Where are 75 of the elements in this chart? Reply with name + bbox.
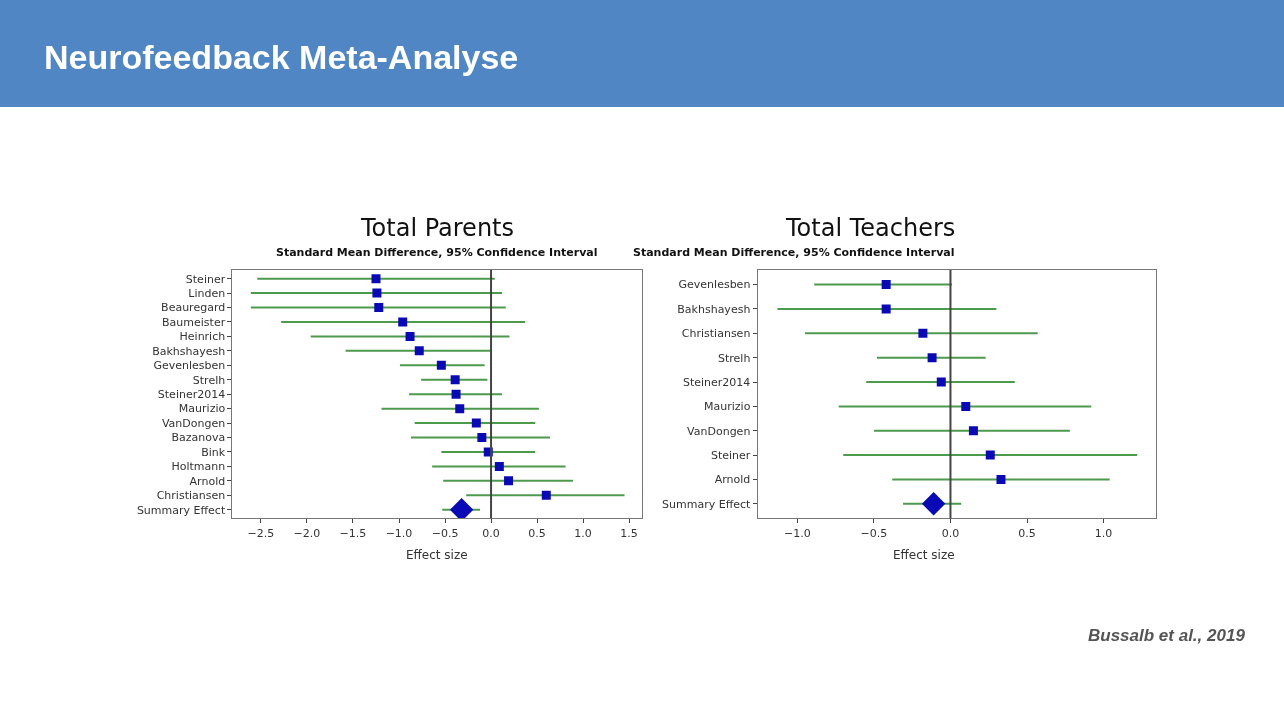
point	[927, 353, 937, 363]
x-tick-label: 1.5	[620, 526, 638, 540]
y-tick-label: Bink	[201, 445, 226, 459]
point	[936, 377, 946, 387]
y-tick-label: Steiner2014	[682, 375, 751, 389]
x-axis-title: Effect size	[406, 548, 468, 562]
x-axis-title: Effect size	[893, 548, 955, 562]
text: Bussalb et al., 2019	[1088, 626, 1246, 645]
x-tick-label: −0.5	[860, 526, 888, 540]
point	[451, 389, 461, 399]
x-tick-label: −2.5	[247, 526, 275, 540]
point	[918, 328, 928, 338]
y-tick-label: Arnold	[189, 474, 226, 488]
point	[471, 418, 481, 428]
x-tick-label: 0.0	[482, 526, 500, 540]
point	[436, 360, 446, 370]
y-tick-label: Gevenlesben	[678, 278, 751, 292]
y-tick-label: VanDongen	[687, 424, 751, 438]
x-tick-label: −1.5	[339, 526, 367, 540]
y-tick-label: Heinrich	[179, 330, 226, 344]
text: Neurofeedback Meta-Analyse	[44, 38, 519, 76]
point	[494, 461, 504, 471]
x-tick-label: −0.5	[431, 526, 459, 540]
point	[985, 450, 995, 460]
x-tick-label: 0.5	[528, 526, 546, 540]
point	[477, 433, 487, 443]
y-tick-label: Christiansen	[156, 489, 226, 503]
y-tick-label: Maurizio	[178, 402, 226, 416]
chart-title: Total Parents	[360, 214, 515, 242]
y-tick-label: Steiner2014	[157, 388, 226, 402]
y-tick-label: Bazanova	[171, 431, 226, 445]
point	[881, 280, 891, 290]
point	[541, 490, 551, 500]
y-tick-label: Bakhshayesh	[152, 344, 226, 358]
point	[371, 274, 381, 284]
x-tick-label: −1.0	[385, 526, 413, 540]
chart-subtitle: Standard Mean Difference, 95% Confidence Interval	[633, 246, 955, 259]
y-tick-label: Steiner	[185, 272, 226, 286]
y-tick-label: Strelh	[717, 351, 751, 365]
point	[450, 375, 460, 385]
point	[961, 401, 971, 411]
x-tick-label: −2.0	[293, 526, 321, 540]
y-tick-label: Arnold	[714, 473, 751, 487]
y-tick-label: Maurizio	[704, 400, 751, 414]
y-tick-label: Beauregard	[161, 301, 226, 315]
x-tick-label: 0.0	[941, 526, 960, 540]
point	[921, 492, 946, 516]
y-tick-label: VanDongen	[161, 416, 226, 430]
x-tick-label: 1.0	[1094, 526, 1113, 540]
point	[449, 498, 474, 519]
x-tick-label: 1.0	[574, 526, 592, 540]
y-tick-label: Holtmann	[171, 460, 226, 474]
y-tick-label: Bakhshayesh	[677, 302, 751, 316]
point	[996, 474, 1006, 484]
y-tick-label: Christiansen	[681, 327, 751, 341]
point	[374, 303, 384, 313]
point	[414, 346, 424, 356]
y-tick-label: Gevenlesben	[153, 359, 226, 373]
x-tick-label: −1.0	[784, 526, 811, 540]
y-tick-label: Baumeister	[162, 315, 226, 329]
chart-title: Total Teachers	[785, 214, 956, 242]
chart-subtitle: Standard Mean Difference, 95% Confidence Interval	[276, 246, 598, 259]
y-tick-label: Summary Effect	[136, 503, 226, 517]
point	[398, 317, 408, 327]
y-tick-label: Strelh	[192, 373, 226, 387]
y-tick-label: Steiner	[710, 448, 751, 462]
point	[968, 426, 978, 436]
point	[372, 288, 382, 298]
point	[881, 304, 891, 314]
point	[405, 331, 415, 341]
y-tick-label: Summary Effect	[662, 497, 752, 511]
x-tick-label: 0.5	[1018, 526, 1036, 540]
point	[504, 476, 514, 486]
y-tick-label: Linden	[188, 286, 226, 300]
point	[455, 404, 465, 414]
